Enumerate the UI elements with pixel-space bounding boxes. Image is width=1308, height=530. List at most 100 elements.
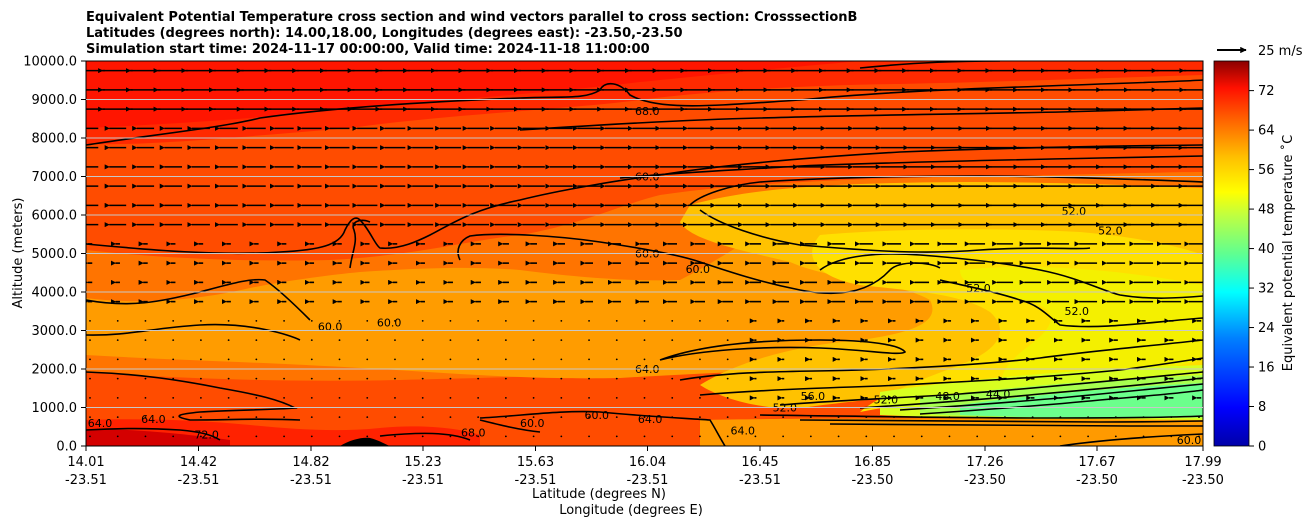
wind-vector — [643, 396, 646, 399]
wind-vector — [1087, 416, 1089, 419]
wind-vector — [283, 416, 285, 419]
wind-vector — [477, 319, 480, 322]
wind-vector — [421, 435, 424, 438]
contour-line-surface-a — [759, 414, 1203, 419]
quiver-key: 25 m/s — [1217, 44, 1303, 59]
wind-vector — [200, 396, 202, 399]
wind-vector — [200, 435, 202, 438]
x-tick-label-lat: 14.82 — [292, 455, 329, 470]
wind-vector — [893, 416, 895, 419]
wind-vector — [421, 396, 424, 399]
wind-vector — [532, 435, 535, 438]
colorbar-tick-label: 72 — [1258, 84, 1275, 99]
contour-label: 56.0 — [801, 390, 826, 403]
wind-vector — [421, 416, 424, 419]
contour-label: 68.0 — [461, 426, 486, 439]
x-tick-label-lon: -23.51 — [178, 473, 220, 488]
wind-vector — [588, 358, 590, 361]
wind-vector — [394, 416, 396, 419]
colorbar-tick-label: 64 — [1258, 124, 1275, 139]
terrain — [340, 437, 390, 446]
wind-vector — [394, 319, 396, 322]
wind-vector — [449, 377, 452, 380]
wind-vector — [255, 435, 258, 438]
contour-line-60low — [679, 339, 1203, 381]
wind-vector — [283, 435, 285, 438]
contour-label: 52.0 — [1062, 205, 1087, 218]
colorbar-label: Equivalent potential temperature ˚C — [1280, 135, 1296, 371]
wind-vector — [172, 435, 175, 438]
wind-vector — [366, 377, 369, 380]
wind-vector — [615, 377, 618, 380]
contour-label: 52.0 — [1064, 305, 1089, 318]
x-tick-label-lat: 14.42 — [180, 455, 217, 470]
wind-vector — [144, 358, 147, 361]
wind-vector — [477, 339, 480, 342]
contour-label: 64.0 — [88, 417, 113, 430]
wind-vector — [338, 416, 341, 419]
wind-vector — [89, 319, 91, 322]
wind-vector — [1142, 435, 1145, 438]
wind-vector — [255, 377, 258, 380]
wind-vector — [338, 339, 341, 342]
x-tick-label-lon: -23.50 — [964, 473, 1006, 488]
wind-vector — [394, 396, 396, 399]
y-tick-label: 4000.0 — [32, 286, 78, 301]
contour-label: 64.0 — [730, 424, 755, 437]
wind-vector — [726, 435, 729, 438]
x-tick-label-lon: -23.51 — [290, 473, 332, 488]
y-tick-label: 8000.0 — [32, 132, 78, 147]
wind-vector — [560, 319, 563, 322]
wind-vector — [1059, 435, 1062, 438]
colorbar-tick-label: 56 — [1258, 163, 1275, 178]
wind-vector — [504, 435, 507, 438]
wind-vector — [283, 339, 285, 342]
wind-vector — [504, 396, 507, 399]
wind-vector — [726, 377, 729, 380]
wind-vector — [588, 435, 590, 438]
wind-vector — [283, 358, 285, 361]
contour-label: 60.0 — [1177, 434, 1202, 447]
contour-label: 48.0 — [935, 390, 960, 403]
colorbar-tick-label: 32 — [1258, 282, 1275, 297]
quiver-key-label: 25 m/s — [1258, 44, 1303, 59]
wind-vector — [615, 319, 618, 322]
wind-vector — [1059, 416, 1062, 419]
contour-line-52low — [779, 371, 1203, 406]
wind-vector — [588, 396, 590, 399]
colorbar-tick-label: 48 — [1258, 203, 1275, 218]
x-tick-label-lon: -23.51 — [627, 473, 669, 488]
fill-band-green — [960, 383, 1203, 418]
wind-vector — [865, 435, 868, 438]
wind-vector — [172, 339, 175, 342]
wind-vector — [310, 416, 313, 419]
contour-line-64surface — [86, 371, 301, 421]
wind-vector — [477, 416, 480, 419]
y-tick-label: 9000.0 — [32, 93, 78, 108]
wind-vector — [449, 435, 452, 438]
contour-label: 72.0 — [194, 428, 219, 441]
contour-label: 60.0 — [585, 409, 610, 422]
chart-title: Equivalent Potential Temperature cross s… — [86, 10, 857, 57]
wind-vector — [421, 339, 424, 342]
wind-vector — [504, 416, 507, 419]
contour-line-60bottom — [479, 419, 541, 433]
wind-vector — [283, 319, 285, 322]
wind-vector — [394, 339, 396, 342]
contour-line-52b — [939, 279, 1203, 328]
x-axis-label-lon: Longitude (degrees E) — [559, 503, 703, 518]
wind-vector — [615, 358, 618, 361]
wind-vector — [283, 377, 285, 380]
wind-vector — [144, 339, 147, 342]
wind-vector — [1031, 416, 1034, 419]
x-tick-label-lat: 15.23 — [404, 455, 441, 470]
wind-vector — [532, 339, 535, 342]
wind-vector — [310, 377, 313, 380]
wind-vector — [477, 396, 480, 399]
wind-vector — [671, 377, 674, 380]
title-line-3: Simulation start time: 2024-11-17 00:00:… — [86, 42, 650, 57]
wind-vector — [1114, 416, 1117, 419]
x-tick-label-lat: 17.67 — [1078, 455, 1115, 470]
wind-vector — [699, 377, 701, 380]
contour-label: 52.0 — [874, 394, 899, 407]
